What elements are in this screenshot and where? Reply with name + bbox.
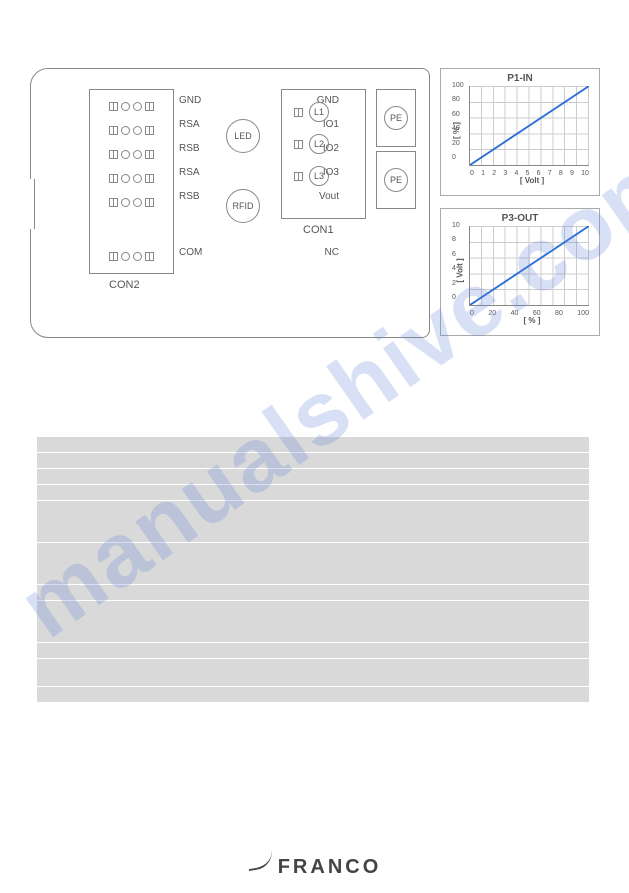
- con2-right-label: RSA: [179, 167, 200, 178]
- x-axis-label: [ % ]: [469, 316, 595, 325]
- chart-line: [470, 226, 589, 305]
- board-notch: [29, 179, 35, 229]
- con2-right-label: RSA: [179, 119, 200, 130]
- x-ticks: 012345678910: [470, 170, 589, 177]
- chart-title: P3-OUT: [445, 213, 595, 224]
- pin-table: 1GNDGround 2IO1Digital input/output 1 3I…: [37, 437, 589, 703]
- con2-block: [89, 89, 174, 274]
- footer-brand: FRANCO: [0, 855, 629, 879]
- chart-p3-out: P3-OUT [ Volt ] 020406080100 0246810 [ %…: [440, 208, 600, 336]
- pe-terminal: PE: [384, 168, 408, 192]
- brand-swoosh-icon: [246, 849, 275, 871]
- chart-title: P1-IN: [445, 73, 595, 84]
- con1-block: L1 L2 L3: [281, 89, 366, 219]
- con2-title: CON2: [109, 279, 140, 291]
- chart-plot: [ % ] 012345678910 020406080100: [469, 86, 589, 166]
- y-ticks: 020406080100: [452, 82, 464, 161]
- chart-plot: [ Volt ] 020406080100 0246810: [469, 226, 589, 306]
- x-axis-label: [ Volt ]: [469, 176, 595, 185]
- l3-terminal: L3: [309, 166, 329, 186]
- pe-terminal: PE: [384, 106, 408, 130]
- con1-title: CON1: [303, 224, 334, 236]
- board-outline: GND GND IO1 RSA IO2 RSB IO3 RSA Vout RSB…: [30, 68, 430, 338]
- brand-text: FRANCO: [278, 856, 382, 878]
- led-indicator: LED: [226, 119, 260, 153]
- con2-left-label: NC: [325, 247, 339, 258]
- con2-right-label: RSB: [179, 143, 200, 154]
- pe-group: PE PE: [376, 89, 416, 213]
- l2-terminal: L2: [309, 134, 329, 154]
- y-ticks: 0246810: [452, 222, 460, 301]
- diagram-area: GND GND IO1 RSA IO2 RSB IO3 RSA Vout RSB…: [30, 68, 600, 338]
- l1-terminal: L1: [309, 102, 329, 122]
- chart-p1-in: P1-IN [ % ] 012345678910 020406080100 [ …: [440, 68, 600, 196]
- con2-right-label: RSB: [179, 191, 200, 202]
- con2-right-label: COM: [179, 247, 202, 258]
- x-ticks: 020406080100: [470, 310, 589, 317]
- chart-line: [470, 86, 589, 165]
- con2-right-label: GND: [179, 95, 201, 106]
- rfid-indicator: RFID: [226, 189, 260, 223]
